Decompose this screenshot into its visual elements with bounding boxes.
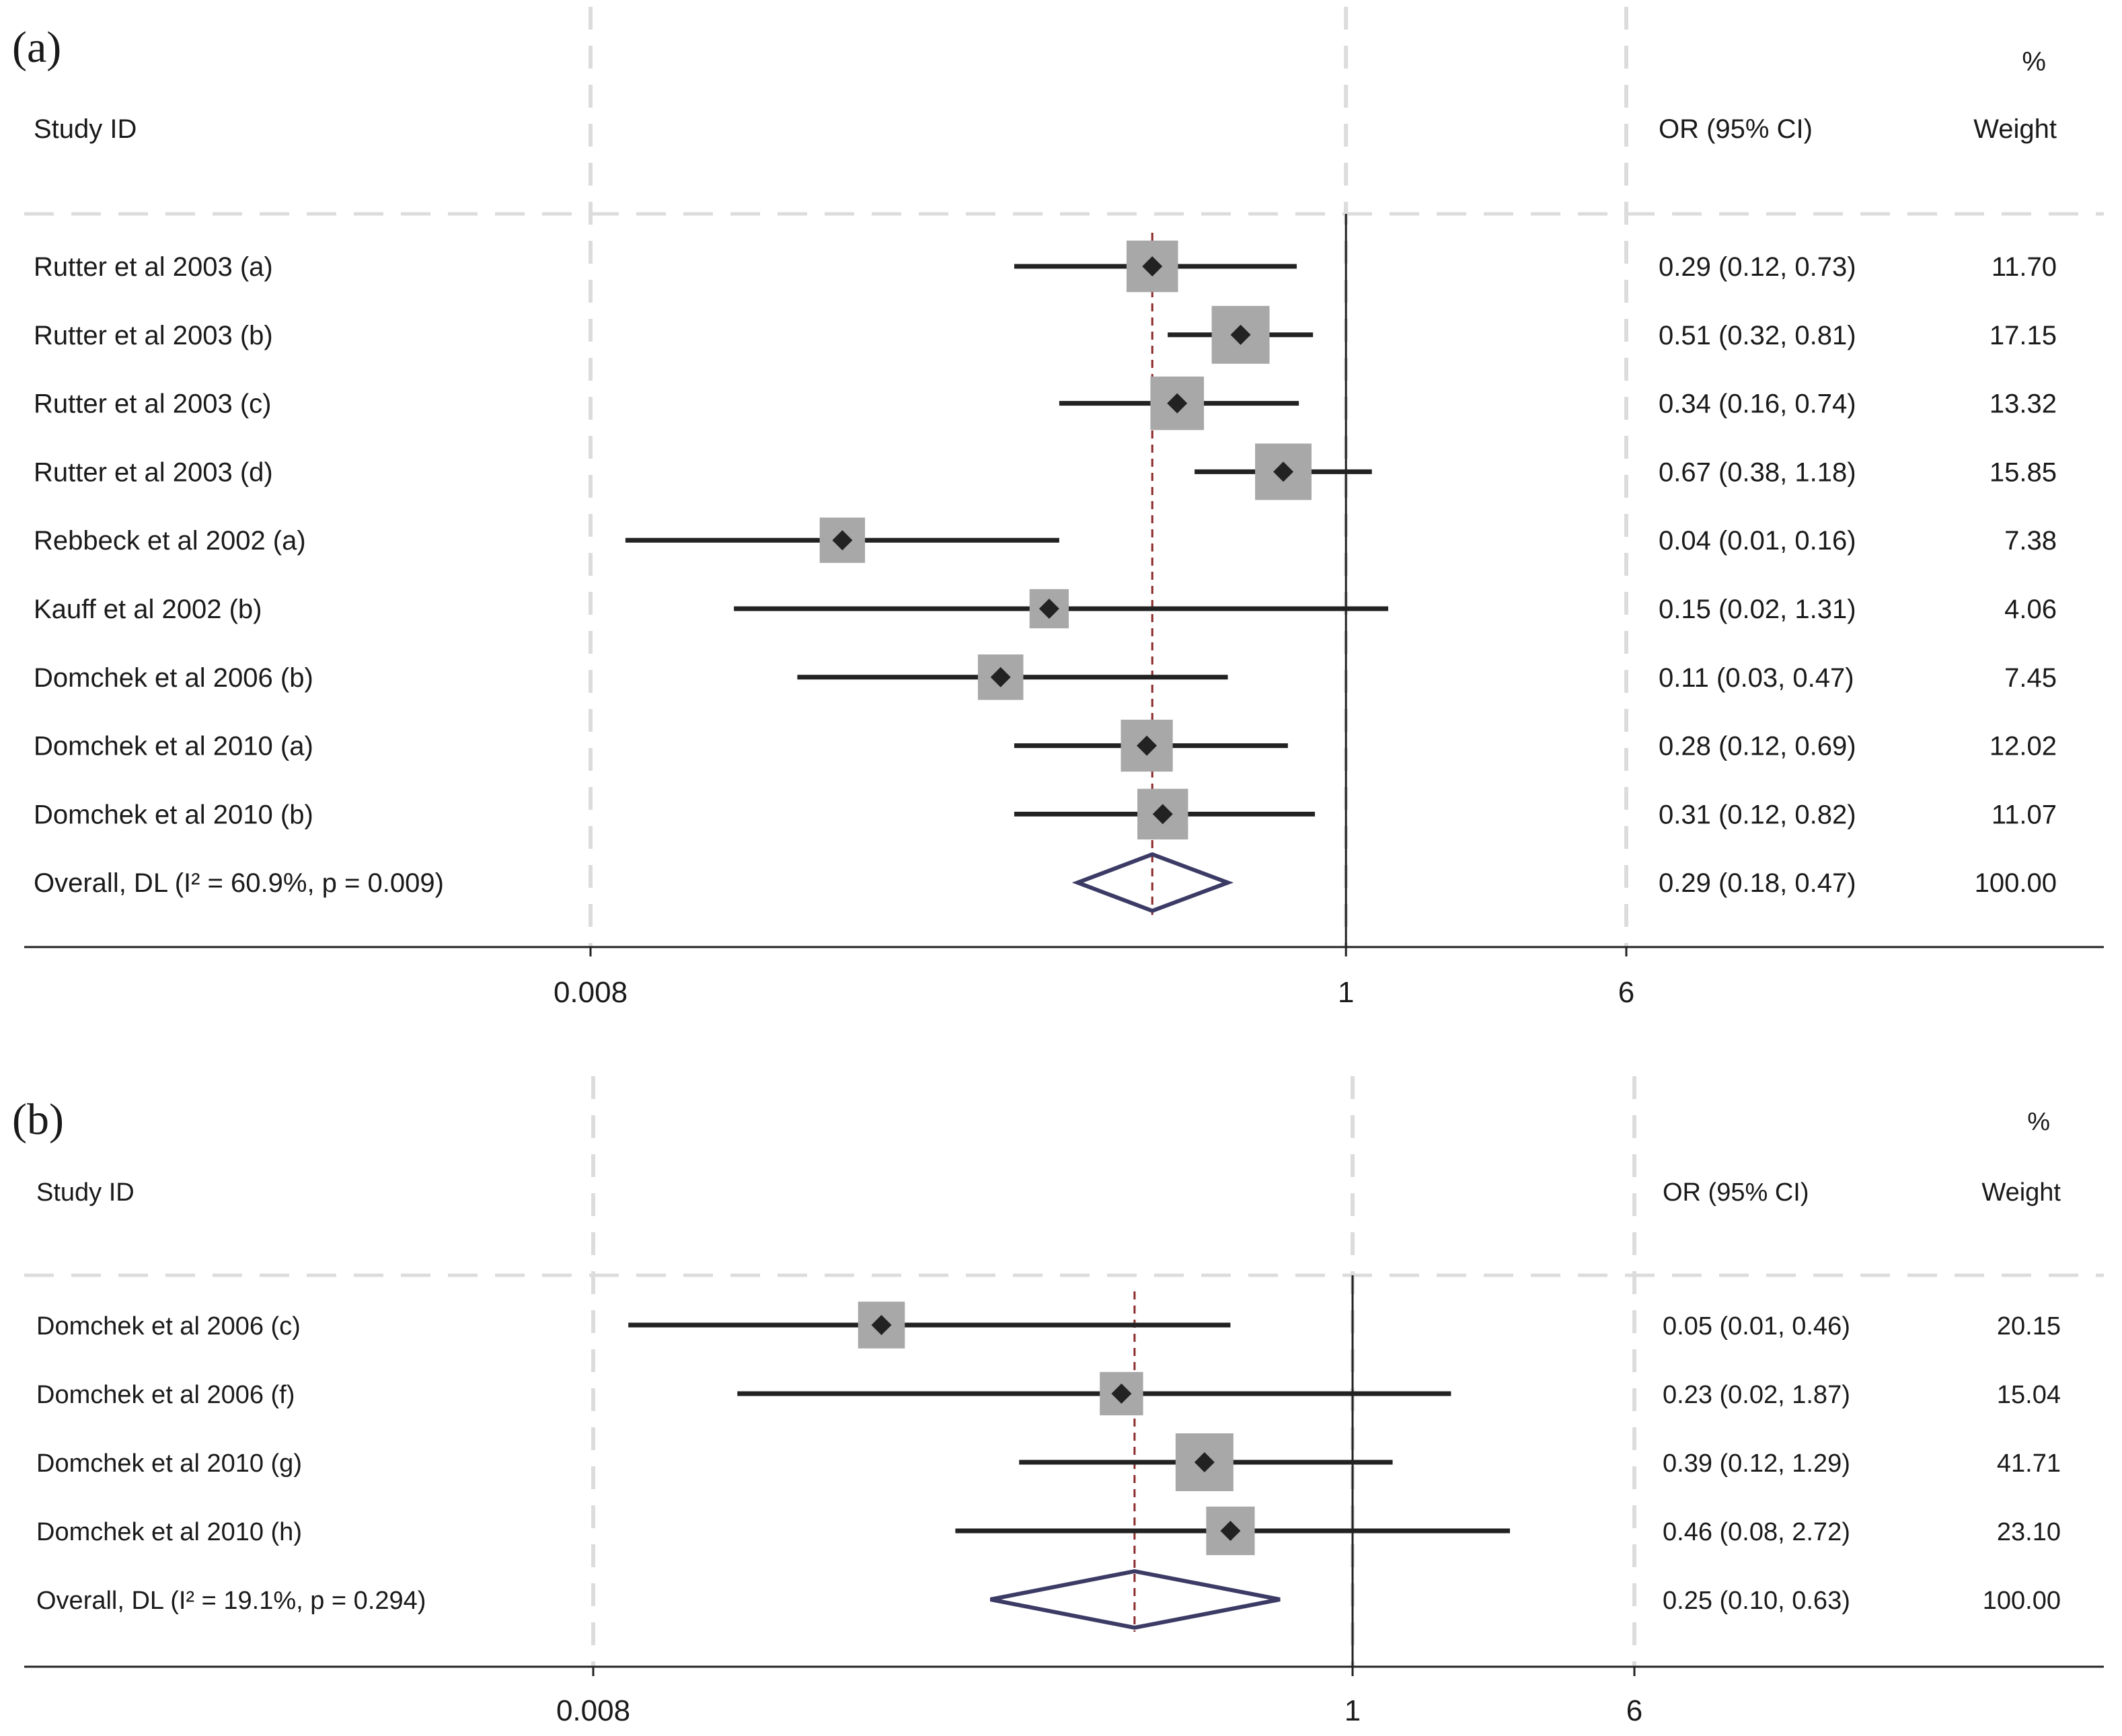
- overall-weight: 100.00: [1975, 868, 2057, 898]
- study-or-ci: 0.51 (0.32, 0.81): [1659, 321, 1856, 350]
- point-estimate-marker: [1137, 735, 1158, 756]
- overall-or-ci: 0.29 (0.18, 0.47): [1659, 868, 1856, 898]
- x-tick-label: 6: [1626, 1694, 1642, 1727]
- study-id-header: Study ID: [34, 114, 137, 144]
- or-ci-header: OR (95% CI): [1663, 1178, 1809, 1207]
- point-estimate-marker: [1230, 324, 1251, 345]
- point-estimate-marker: [1152, 804, 1173, 825]
- point-estimate-marker: [832, 530, 853, 551]
- study-weight: 23.10: [1997, 1518, 2061, 1546]
- point-estimate-marker: [1038, 599, 1059, 619]
- point-estimate-marker: [1194, 1452, 1215, 1472]
- study-label: Rutter et al 2003 (b): [34, 321, 273, 350]
- study-label: Rutter et al 2003 (a): [34, 252, 273, 282]
- study-label: Rutter et al 2003 (c): [34, 389, 272, 419]
- study-weight: 7.38: [2004, 526, 2057, 556]
- study-or-ci: 0.67 (0.38, 1.18): [1659, 457, 1856, 487]
- point-estimate-marker: [990, 667, 1011, 687]
- or-ci-header: OR (95% CI): [1659, 114, 1813, 144]
- weight-percent-header: %: [2027, 1108, 2050, 1136]
- study-label: Domchek et al 2006 (c): [36, 1312, 301, 1341]
- study-weight: 11.07: [1992, 800, 2057, 829]
- study-label: Kauff et al 2002 (b): [34, 595, 262, 624]
- overall-diamond: [1071, 852, 1234, 913]
- study-label: Domchek et al 2006 (f): [36, 1381, 295, 1409]
- study-label: Domchek et al 2006 (b): [34, 663, 313, 693]
- study-weight: 20.15: [1997, 1312, 2061, 1341]
- forest-panel-b: (b) % Study ID OR (95% CI) Weight Domchek et …: [12, 1076, 2104, 1727]
- study-or-ci: 0.28 (0.12, 0.69): [1659, 732, 1856, 761]
- x-tick-label: 1: [1338, 976, 1354, 1009]
- forest-panel-a: (a) % Study ID OR (95% CI) Weight Rutter et a…: [12, 7, 2104, 1009]
- study-label: Domchek et al 2010 (b): [34, 800, 313, 829]
- panel-label: (b): [12, 1095, 64, 1144]
- x-tick-label: 6: [1618, 976, 1634, 1009]
- study-or-ci: 0.46 (0.08, 2.72): [1663, 1518, 1850, 1546]
- study-label: Domchek et al 2010 (g): [36, 1449, 302, 1478]
- study-weight: 41.71: [1997, 1449, 2061, 1478]
- study-weight: 4.06: [2004, 595, 2057, 624]
- study-label: Rebbeck et al 2002 (a): [34, 526, 306, 556]
- study-or-ci: 0.39 (0.12, 1.29): [1663, 1449, 1850, 1478]
- overall-weight: 100.00: [1983, 1587, 2061, 1615]
- study-or-ci: 0.05 (0.01, 0.46): [1663, 1312, 1850, 1341]
- study-weight: 7.45: [2004, 663, 2057, 693]
- point-estimate-marker: [1167, 393, 1188, 414]
- point-estimate-marker: [1142, 256, 1163, 276]
- weight-percent-header: %: [2022, 47, 2046, 77]
- study-or-ci: 0.29 (0.12, 0.73): [1659, 252, 1856, 282]
- x-tick-label: 0.008: [554, 976, 628, 1009]
- study-label: Domchek et al 2010 (a): [34, 732, 313, 761]
- study-or-ci: 0.11 (0.03, 0.47): [1659, 663, 1854, 693]
- study-weight: 17.15: [1990, 321, 2057, 350]
- study-label: Domchek et al 2010 (h): [36, 1518, 302, 1546]
- study-or-ci: 0.04 (0.01, 0.16): [1659, 526, 1856, 556]
- overall-label: Overall, DL (I² = 60.9%, p = 0.009): [34, 868, 444, 898]
- study-weight: 15.85: [1990, 457, 2057, 487]
- study-or-ci: 0.31 (0.12, 0.82): [1659, 800, 1856, 829]
- study-or-ci: 0.34 (0.16, 0.74): [1659, 389, 1856, 419]
- weight-header: Weight: [1973, 114, 2057, 144]
- study-or-ci: 0.15 (0.02, 1.31): [1659, 595, 1856, 624]
- point-estimate-marker: [1220, 1521, 1241, 1541]
- overall-label: Overall, DL (I² = 19.1%, p = 0.294): [36, 1587, 426, 1615]
- study-weight: 15.04: [1997, 1381, 2061, 1409]
- point-estimate-marker: [1111, 1384, 1132, 1404]
- panel-label: (a): [12, 23, 61, 72]
- point-estimate-marker: [871, 1315, 892, 1335]
- overall-diamond: [990, 1569, 1281, 1630]
- study-id-header: Study ID: [36, 1178, 135, 1207]
- point-estimate-marker: [1273, 461, 1294, 482]
- x-tick-label: 1: [1344, 1694, 1361, 1727]
- study-weight: 11.70: [1992, 252, 2057, 282]
- overall-or-ci: 0.25 (0.10, 0.63): [1663, 1587, 1850, 1615]
- weight-header: Weight: [1981, 1178, 2061, 1207]
- study-weight: 12.02: [1990, 732, 2057, 761]
- x-tick-label: 0.008: [556, 1694, 630, 1727]
- study-weight: 13.32: [1990, 389, 2057, 419]
- study-or-ci: 0.23 (0.02, 1.87): [1663, 1381, 1850, 1409]
- study-label: Rutter et al 2003 (d): [34, 457, 273, 487]
